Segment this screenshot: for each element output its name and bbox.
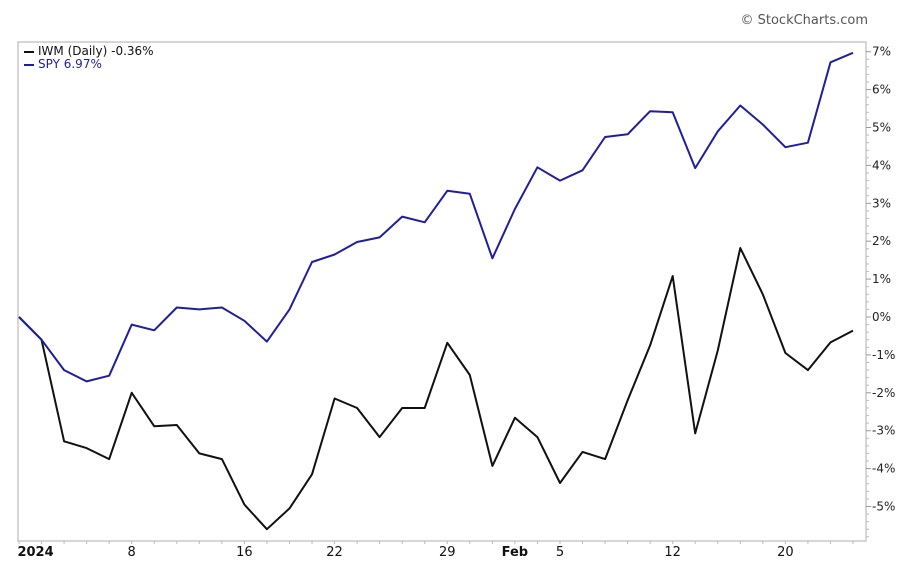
x-tick-label: 20 [777, 545, 794, 560]
x-tick-label: Feb [502, 545, 528, 560]
x-tick-label: 29 [439, 545, 456, 560]
y-tick-label: 4% [872, 158, 891, 172]
y-tick-label: 6% [872, 83, 891, 97]
x-tick-label: 22 [326, 545, 343, 560]
x-tick-label: 8 [128, 545, 136, 560]
x-tick-label: 2024 [17, 545, 53, 560]
y-tick-label: 3% [872, 196, 891, 210]
y-tick-label: -2% [872, 386, 895, 400]
y-tick-label: -3% [872, 424, 895, 438]
x-tick-label: 12 [664, 545, 681, 560]
y-tick-label: -1% [872, 348, 895, 362]
legend-label: IWM (Daily) -0.36% [38, 44, 154, 58]
series-line-iwm [18, 247, 854, 531]
x-tick-label: 5 [556, 545, 564, 560]
y-tick-label: 1% [872, 272, 891, 286]
y-tick-label: 7% [872, 45, 891, 59]
series-line-spy [18, 51, 854, 383]
legend-item-spy: SPY 6.97% [24, 58, 154, 71]
y-tick-label: 0% [872, 310, 891, 324]
legend-swatch [24, 50, 34, 53]
plot-frame [17, 41, 867, 542]
legend-label: SPY 6.97% [38, 57, 102, 71]
y-tick-label: 5% [872, 121, 891, 135]
x-tick-label: 16 [236, 545, 253, 560]
legend-swatch [24, 63, 34, 66]
y-tick-label: 2% [872, 234, 891, 248]
legend-item-iwm: IWM (Daily) -0.36% [24, 45, 154, 58]
y-tick-label: -4% [872, 462, 895, 476]
y-tick-label: -5% [872, 500, 895, 514]
watermark: © StockCharts.com [740, 13, 868, 28]
legend: IWM (Daily) -0.36% SPY 6.97% [24, 45, 154, 71]
